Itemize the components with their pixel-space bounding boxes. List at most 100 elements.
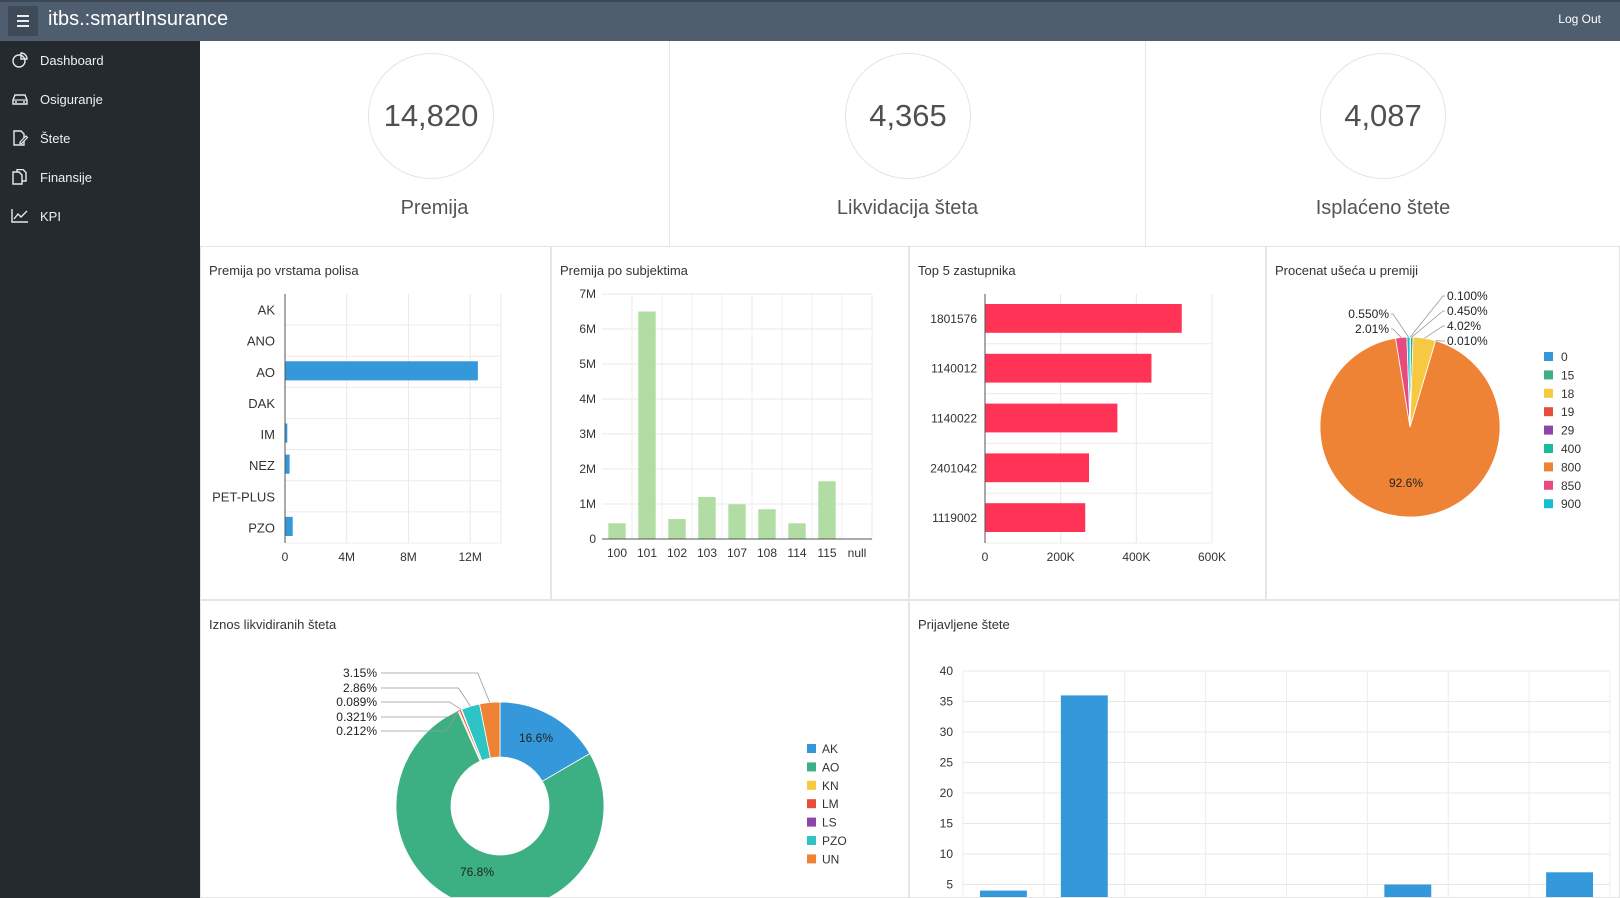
x-tick-label: 102 [667,546,687,560]
slice-label-leader [1424,325,1445,339]
chart-panel-premija-po-subjektima: Premija po subjektima 0 1M 2M 3M 4M 5M 6M 7M 100… [551,246,909,600]
legend-label: 18 [1561,387,1575,401]
sidebar-item-osiguranje[interactable]: Osiguranje [0,80,200,118]
chart-panel-iznos-likvidiranih: Iznos likvidiranih šteta 16.6% 76.8% 3.15%… [200,600,909,898]
kpi-value: 4,087 [1320,53,1446,179]
kpi-card-likvidacija: 4,365 Likvidacija šteta [670,41,1146,246]
bar [698,497,716,539]
sidebar-item-stete[interactable]: Štete [0,119,200,157]
slice-label: 2.01% [1355,322,1389,336]
logout-button[interactable]: Log Out [1558,12,1601,26]
y-tick-label: 35 [940,695,954,709]
legend-swatch [1544,444,1553,453]
chart-title: Premija po vrstama polisa [209,263,359,278]
hamburger-icon-line [17,20,29,22]
x-tick-label: 114 [787,546,806,560]
y-tick-label: 2M [579,462,596,476]
kpi-value: 4,365 [845,53,971,179]
legend-label: KN [822,779,839,793]
slice-label: 0.089% [336,695,377,709]
y-tick-label: 1140012 [931,362,977,376]
x-tick-label: 400K [1122,550,1150,564]
x-tick-label: 600K [1198,550,1226,564]
legend-swatch [1544,370,1553,380]
bar [985,353,1152,383]
legend-label: PZO [822,834,847,848]
y-tick-label: 1801576 [930,312,977,326]
bar [285,516,293,536]
legend-label: 400 [1561,442,1581,456]
slice-label-leader [381,710,459,732]
chart-title: Prijavljene štete [918,617,1010,632]
donut-slice [395,710,605,897]
legend-label: 0 [1561,350,1568,364]
x-tick-label: 12M [458,550,481,564]
slice-label: 0.550% [1348,307,1389,321]
main-content: 14,820 Premija 4,365 Likvidacija šteta 4… [200,41,1620,898]
y-tick-label: 10 [940,847,954,861]
y-tick-label: 40 [940,664,954,678]
slice-label: 3.15% [343,666,377,680]
bar [985,453,1090,483]
chart-title: Premija po subjektima [560,263,688,278]
y-tick-label: 25 [940,756,954,770]
chart-title: Top 5 zastupnika [918,263,1016,278]
bar [985,304,1182,333]
legend-swatch [1544,352,1553,361]
slice-label-leader [381,709,461,718]
sidebar: Dashboard Osiguranje Štete Finansije KPI [0,41,200,898]
line-chart-icon [11,209,28,223]
bar [758,509,776,539]
bar [985,503,1086,532]
chart-prijavljene-stete: 5 10 15 20 25 30 35 40 [940,664,1611,897]
y-tick-label: 5M [579,357,596,371]
app-title: itbs.:smartInsurance [48,8,229,30]
bar [668,519,686,539]
y-tick-label: 15 [940,817,954,831]
sidebar-item-finansije[interactable]: Finansije [0,158,200,196]
bar [608,523,626,539]
sidebar-item-kpi[interactable]: KPI [0,197,200,235]
kpi-label: Likvidacija šteta [836,197,979,219]
menu-toggle-button[interactable] [8,6,38,36]
slice-label: 4.02% [1447,319,1481,333]
slice-label: 76.8% [460,865,494,879]
pie-chart-icon [12,52,28,68]
slice-label: 16.6% [519,731,553,745]
bar [985,403,1118,433]
y-tick-label: DAK [248,396,275,411]
legend-label: 29 [1561,424,1575,438]
chart-title: Iznos likvidiranih šteta [209,617,337,632]
y-tick-label: 5 [946,878,953,892]
bar [285,454,290,474]
slice-label: 0.100% [1447,289,1488,303]
bar [728,504,746,539]
bar [638,311,656,539]
slice-label: 0.321% [336,710,377,724]
y-tick-label: 1140022 [931,412,977,426]
y-tick-label: AO [256,365,275,380]
legend-label: LS [822,816,837,830]
y-tick-label: 7M [579,287,596,301]
legend-swatch [1544,499,1553,509]
sidebar-item-dashboard[interactable]: Dashboard [0,41,200,79]
legend-swatch [1544,425,1553,435]
legend-label: 900 [1561,497,1581,511]
y-tick-label: 30 [940,725,954,739]
hamburger-icon [17,15,29,17]
chart-procenat-ucesca: 92.6% 0.100%0.450%4.02%0.010% 0.550%2.01% 0… [1319,289,1581,518]
legend-label: LM [822,797,839,811]
kpi-value: 14,820 [368,53,494,179]
legend-swatch [1544,388,1553,398]
x-tick-label: 0 [982,550,989,564]
kpi-label: Premija [400,197,469,219]
y-tick-label: PET-PLUS [212,489,275,504]
slice-label-leader [381,672,491,703]
bar [1384,884,1432,897]
slice-label: 0.010% [1447,334,1488,348]
car-icon [12,94,28,105]
bar [285,423,288,443]
slice-label-leader [1409,295,1445,338]
legend-swatch [807,799,816,809]
legend-label: 850 [1561,479,1581,493]
